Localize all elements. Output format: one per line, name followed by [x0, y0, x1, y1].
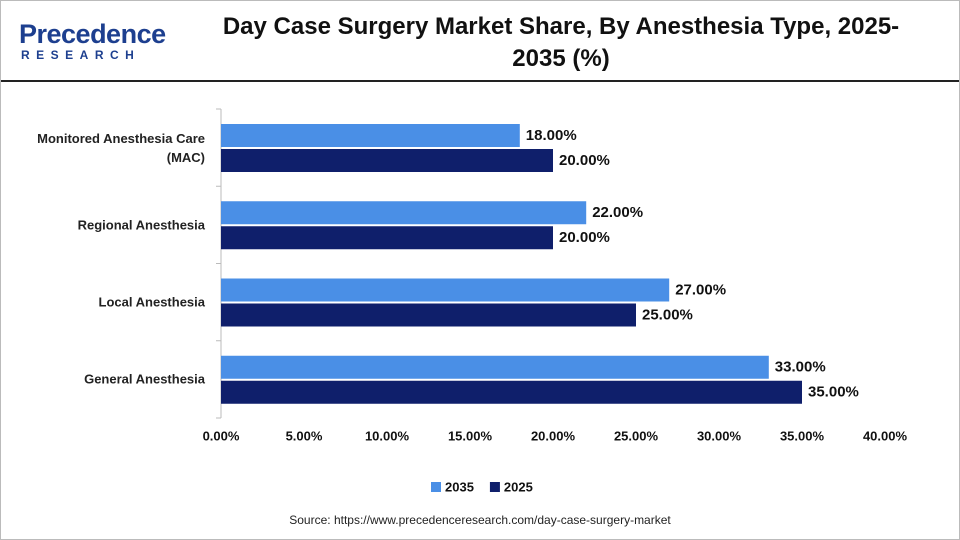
- category-label: Monitored Anesthesia Care (MAC): [37, 130, 205, 165]
- value-label: 20.00%: [559, 152, 610, 169]
- x-tick-label: 30.00%: [697, 428, 742, 443]
- x-tick-label: 10.00%: [365, 428, 410, 443]
- bar: [221, 355, 769, 379]
- bar: [221, 226, 553, 250]
- bar: [221, 278, 670, 302]
- value-label: 35.00%: [808, 384, 859, 401]
- category-label: Regional Anesthesia: [77, 217, 205, 233]
- bar: [221, 201, 587, 225]
- header-rule: [1, 80, 959, 82]
- value-label: 18.00%: [526, 127, 577, 144]
- x-tick-label: 40.00%: [863, 428, 908, 443]
- bar: [221, 303, 636, 327]
- value-label: 20.00%: [559, 229, 610, 246]
- category-label: General Anesthesia: [84, 371, 205, 387]
- value-label: 22.00%: [592, 204, 643, 221]
- chart-title: Day Case Surgery Market Share, By Anesth…: [222, 13, 900, 72]
- legend-swatch: [489, 482, 500, 492]
- legend-label: 2035: [445, 479, 474, 494]
- x-tick-label: 15.00%: [448, 428, 493, 443]
- value-label: 27.00%: [675, 281, 726, 298]
- legend-label: 2025: [504, 479, 533, 494]
- legend-swatch: [431, 482, 441, 492]
- category-label: Local Anesthesia: [98, 294, 205, 310]
- x-tick-label: 25.00%: [614, 428, 659, 443]
- source: Source: https://www.precedenceresearch.c…: [289, 513, 671, 527]
- value-label: 25.00%: [642, 306, 693, 323]
- logo-sub: RESEARCH: [21, 48, 141, 62]
- x-tick-label: 20.00%: [531, 428, 576, 443]
- x-tick-label: 5.00%: [286, 428, 323, 443]
- bar: [221, 380, 802, 404]
- x-tick-label: 0.00%: [203, 428, 240, 443]
- logo: Precedence: [19, 19, 166, 49]
- bar: [221, 149, 553, 172]
- value-label: 33.00%: [775, 359, 826, 376]
- x-tick-label: 35.00%: [780, 428, 825, 443]
- bar: [221, 124, 520, 147]
